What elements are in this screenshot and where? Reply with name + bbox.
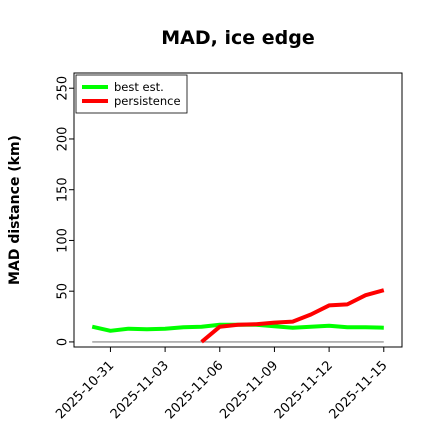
y-axis-ticks: 0 50 100 150 200 250 [56,76,74,346]
x-tick-label: 2025-11-15 [327,358,391,422]
plot-frame [73,72,403,348]
legend: best est. persistence [75,74,188,114]
y-tick-label: 200 [56,127,71,152]
y-tick-label: 250 [56,76,71,101]
series-line-persistence [200,288,385,344]
series-layer [91,288,385,344]
chart-title: MAD, ice edge [161,27,314,49]
legend-box [75,74,188,114]
y-tick-label: 50 [56,283,71,300]
y-axis-label: MAD distance (km) [7,135,23,285]
legend-label-best-est: best est. [114,80,164,94]
x-axis-ticks: 2025-10-312025-11-032025-11-062025-11-09… [53,347,391,422]
legend-label-persistence: persistence [114,94,181,108]
y-tick-label: 100 [56,228,71,253]
y-tick-label: 150 [56,177,71,202]
y-tick-label: 0 [56,338,71,346]
